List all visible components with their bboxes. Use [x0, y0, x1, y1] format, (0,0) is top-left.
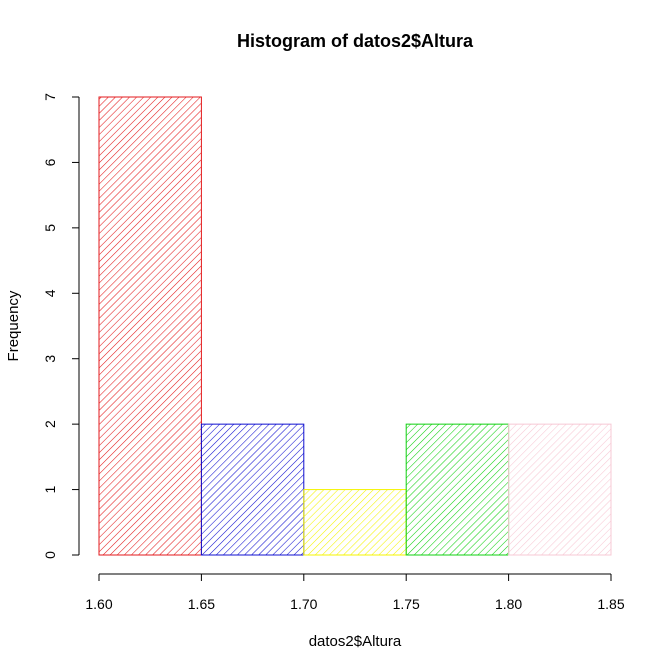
histogram-bar — [99, 97, 201, 555]
x-axis-label: datos2$Altura — [309, 633, 402, 650]
x-tick-label: 1.80 — [495, 596, 522, 612]
x-tick-label: 1.65 — [188, 596, 215, 612]
y-tick-label: 7 — [42, 93, 58, 101]
histogram-bar — [201, 424, 303, 555]
y-tick-label: 0 — [42, 551, 58, 559]
x-axis-ticks: 1.60 1.65 1.70 1.75 1.80 1.85 — [85, 574, 624, 612]
chart-title: Histogram of datos2$Altura — [237, 31, 474, 51]
histogram-bar — [509, 424, 611, 555]
histogram-bar — [304, 490, 406, 555]
y-tick-label: 3 — [42, 355, 58, 363]
histogram-bar — [406, 424, 508, 555]
y-tick-label: 6 — [42, 158, 58, 166]
x-tick-label: 1.85 — [597, 596, 624, 612]
x-tick-label: 1.75 — [393, 596, 420, 612]
y-tick-label: 4 — [42, 289, 58, 297]
y-axis-label: Frequency — [5, 290, 22, 361]
histogram-bars — [99, 97, 611, 555]
y-tick-label: 1 — [42, 485, 58, 493]
x-tick-label: 1.70 — [290, 596, 317, 612]
y-tick-label: 2 — [42, 420, 58, 428]
y-tick-label: 5 — [42, 224, 58, 232]
y-axis-ticks: 0 1 2 3 4 5 6 7 — [42, 93, 79, 559]
x-tick-label: 1.60 — [85, 596, 112, 612]
